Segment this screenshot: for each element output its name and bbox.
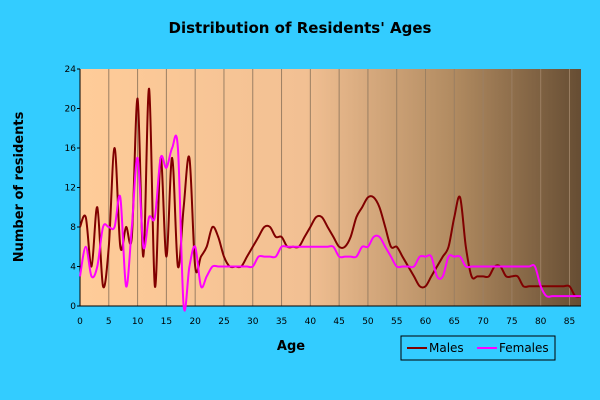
x-tick-label-12: 60 [420, 317, 432, 327]
x-tick-label-13: 65 [449, 317, 460, 327]
series-line-males [79, 87, 582, 298]
y-tick-label-4: 16 [65, 144, 77, 154]
x-tick-label-11: 55 [391, 317, 402, 327]
legend-label-males: Males [429, 341, 464, 355]
y-tick-label-1: 4 [70, 263, 76, 273]
x-tick-label-10: 50 [362, 317, 374, 327]
x-tick-label-17: 85 [564, 317, 575, 327]
y-tick-label-3: 12 [65, 184, 76, 194]
x-tick-label-7: 35 [276, 317, 287, 327]
x-tick-label-15: 75 [506, 317, 517, 327]
series-line-females [79, 134, 581, 312]
legend-label-females: Females [499, 341, 549, 355]
x-tick-label-3: 15 [161, 317, 172, 327]
x-tick-label-5: 25 [218, 317, 229, 327]
y-tick-label-6: 24 [65, 65, 77, 75]
x-tick-label-16: 80 [535, 317, 547, 327]
x-tick-label-2: 10 [132, 317, 144, 327]
x-tick-label-8: 40 [305, 317, 317, 327]
plot-area [80, 69, 581, 306]
x-tick-label-9: 45 [333, 317, 344, 327]
y-axis-title: Number of residents [12, 111, 27, 262]
axes: 0 5 10 15 20 25 30 35 40 45 50 55 60 65 70 75 80 85 0 4 8 12 1… [65, 65, 581, 327]
x-tick-label-4: 20 [189, 317, 201, 327]
y-tick-label-2: 8 [70, 223, 76, 233]
x-tick-label-6: 30 [247, 317, 259, 327]
x-tick-label-0: 0 [77, 317, 83, 327]
x-tick-label-14: 70 [477, 317, 489, 327]
y-tick-label-5: 20 [65, 105, 77, 115]
series-lines [79, 87, 582, 312]
y-tick-label-0: 0 [70, 302, 76, 312]
x-tick-label-1: 5 [106, 317, 112, 327]
legend: Males Females [400, 335, 556, 361]
x-axis-title: Age [277, 339, 305, 354]
chart-title: Distribution of Residents' Ages [169, 19, 432, 37]
